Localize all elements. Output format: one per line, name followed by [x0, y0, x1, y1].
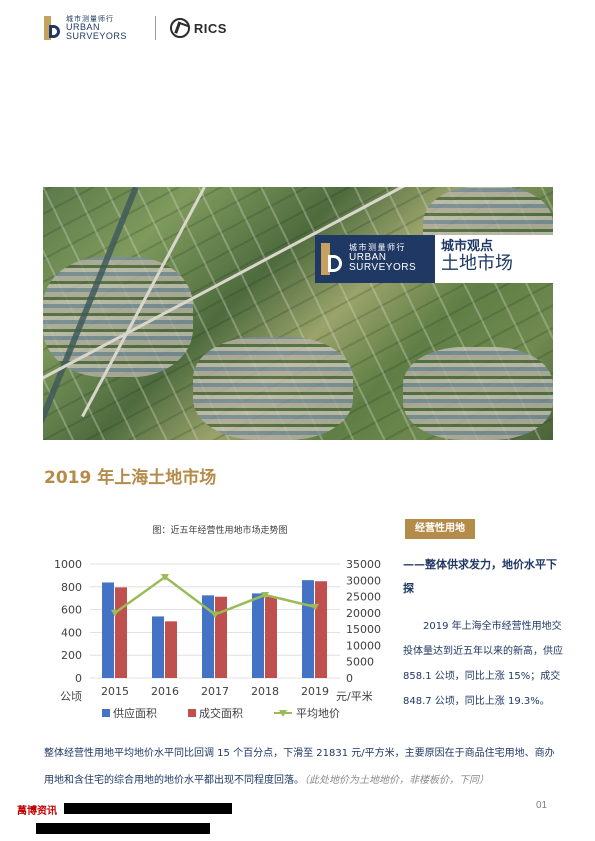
section-body: 2019 年上海全市经营性用地交投体量达到近五年以来的新高，供应 858.1 公…: [403, 614, 563, 714]
hero-column-badge: 城市测量师行 URBAN SURVEYORS 城市观点 土地市场: [315, 235, 553, 283]
x-tick-label: 2016: [151, 685, 179, 698]
legend-label: 成交面积: [199, 706, 243, 720]
y-right-unit: 元/平米: [336, 690, 373, 703]
legend-line-marker: [279, 710, 287, 717]
bar-transaction: [265, 596, 277, 678]
line-point: [161, 574, 169, 582]
column-subtitle: 土地市场: [441, 253, 513, 275]
section-subhead: ——整体供求发力，地价水平下探: [403, 558, 557, 595]
y-right-tick-label: 5000: [346, 656, 374, 669]
line-point: [311, 603, 319, 611]
bottom-paragraph: 整体经营性用地平均地价水平同比回调 15 个百分点，下滑至 21831 元/平方…: [44, 740, 559, 794]
footer-tag: 萬博资讯: [17, 806, 57, 817]
footer-redaction-bar: [64, 803, 232, 814]
x-tick-label: 2018: [251, 685, 279, 698]
column-title: 城市观点: [441, 239, 494, 254]
urban-surveyors-logo-icon: [44, 16, 61, 40]
bar-supply: [152, 616, 164, 678]
legend-swatch: [102, 709, 110, 717]
x-tick-label: 2015: [101, 685, 129, 698]
urban-surveyors-logo-text: 城市测量师行 URBAN SURVEYORS: [66, 14, 127, 41]
hero-badge-titles: 城市观点 土地市场: [435, 235, 553, 283]
section-tag: 经营性用地: [405, 519, 475, 539]
y-right-tick-label: 15000: [346, 623, 381, 636]
page-title: 2019 年上海土地市场: [44, 468, 217, 488]
logo-cn-text: 城市测量师行: [66, 14, 114, 23]
hero-village-cluster: [193, 337, 353, 440]
footer-redaction-bar: [36, 823, 210, 834]
y-right-tick-label: 30000: [346, 574, 381, 587]
y-right-tick-label: 20000: [346, 607, 381, 620]
header-divider: [154, 16, 156, 40]
x-tick-label: 2017: [201, 685, 229, 698]
legend-swatch: [188, 709, 196, 717]
hero-village-cluster: [403, 347, 553, 440]
bar-transaction: [165, 621, 177, 678]
bar-supply: [252, 593, 264, 678]
hero-badge-logo-text: 城市测量师行 URBAN SURVEYORS: [349, 243, 417, 274]
y-right-tick-label: 35000: [346, 558, 381, 571]
y-left-tick-label: 1000: [54, 558, 82, 571]
bar-transaction: [315, 581, 327, 678]
hero-badge-en1: URBAN: [349, 251, 387, 263]
header-logos: 城市测量师行 URBAN SURVEYORS RICS: [44, 12, 227, 44]
line-point: [111, 609, 119, 617]
y-left-tick-label: 800: [61, 581, 82, 594]
logo-en-line1: URBAN: [66, 21, 101, 32]
y-right-tick-label: 25000: [346, 591, 381, 604]
bar-supply: [202, 595, 214, 678]
market-trend-chart: 0200400600800100005000100001500020000250…: [54, 558, 381, 720]
hero-badge-cn: 城市测量师行: [349, 243, 406, 253]
bar-transaction: [115, 587, 127, 678]
chart-title: 图：近五年经营性用地市场走势图: [152, 526, 288, 536]
y-left-tick-label: 0: [75, 672, 82, 685]
y-right-tick-label: 0: [346, 672, 353, 685]
legend-label: 平均地价: [296, 707, 340, 720]
y-left-tick-label: 200: [61, 649, 82, 662]
bottom-paragraph-text: 整体经营性用地平均地价水平同比回调 15 个百分点，下滑至 21831 元/平方…: [44, 748, 555, 786]
bar-supply: [102, 582, 114, 678]
logo-en-line2: SURVEYORS: [66, 30, 127, 41]
bar-transaction: [215, 596, 227, 678]
page-number: 01: [536, 800, 548, 811]
hero-badge-logo: 城市测量师行 URBAN SURVEYORS: [315, 235, 435, 283]
y-left-tick-label: 600: [61, 604, 82, 617]
hero-aerial-image: 城市测量师行 URBAN SURVEYORS 城市观点 土地市场: [43, 187, 553, 440]
y-left-unit: 公顷: [60, 690, 82, 703]
urban-surveyors-badge-icon: [321, 243, 343, 275]
bottom-paragraph-note: （此处地价为土地地价，非楼板价，下同）: [304, 775, 489, 786]
bar-supply: [302, 580, 314, 678]
hero-badge-en2: SURVEYORS: [349, 262, 417, 274]
y-left-tick-label: 400: [61, 626, 82, 639]
x-tick-label: 2019: [301, 685, 329, 698]
y-right-tick-label: 10000: [346, 639, 381, 652]
rics-logo-text: RICS: [193, 20, 227, 36]
rics-lion-icon: [169, 18, 190, 38]
line-point: [211, 611, 219, 619]
legend-label: 供应面积: [113, 706, 157, 720]
section-body-text: 2019 年上海全市经营性用地交投体量达到近五年以来的新高，供应 858.1 公…: [403, 621, 563, 707]
line-point: [261, 591, 269, 599]
